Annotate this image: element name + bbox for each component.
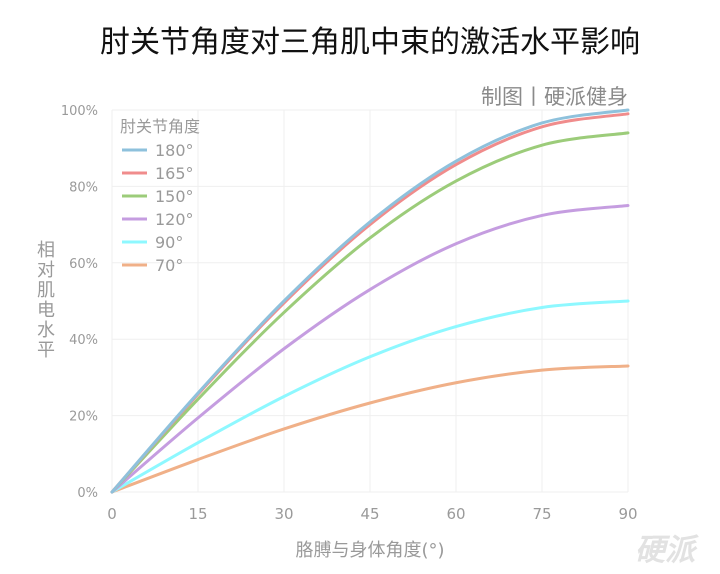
legend-label: 180° xyxy=(155,141,194,160)
y-axis-ticks: 0% 20% 40% 60% 80% 100% xyxy=(61,104,98,501)
x-tick-label: 45 xyxy=(360,505,379,523)
chart-credit: 制图丨硬派健身 xyxy=(481,85,628,109)
legend: 肘关节角度 180° 165° 150° 120° 90° 70° xyxy=(120,117,200,275)
x-tick-label: 60 xyxy=(446,505,465,523)
legend-label: 120° xyxy=(155,210,194,229)
x-tick-label: 0 xyxy=(107,505,117,523)
y-tick-label: 20% xyxy=(69,410,98,425)
chart-title: 肘关节角度对三角肌中束的激活水平影响 xyxy=(100,25,640,60)
series-line xyxy=(110,299,630,494)
x-tick-label: 75 xyxy=(532,505,551,523)
x-tick-label: 15 xyxy=(188,505,207,523)
x-axis-label: 胳膊与身体角度(°) xyxy=(295,540,444,561)
series-line xyxy=(110,364,630,494)
series-line xyxy=(110,204,630,494)
series-lines xyxy=(110,108,630,494)
legend-label: 90° xyxy=(155,233,183,252)
legend-label: 165° xyxy=(155,164,194,183)
y-tick-label: 60% xyxy=(69,257,98,272)
y-tick-label: 100% xyxy=(61,104,98,119)
series-line xyxy=(110,131,630,494)
legend-title: 肘关节角度 xyxy=(120,117,200,136)
y-tick-label: 40% xyxy=(69,333,98,348)
legend-label: 150° xyxy=(155,187,194,206)
y-tick-label: 0% xyxy=(77,486,98,501)
x-tick-label: 90 xyxy=(618,505,637,523)
x-axis-ticks: 0 15 30 45 60 75 90 xyxy=(107,505,637,523)
series-line xyxy=(110,108,630,494)
y-tick-label: 80% xyxy=(69,180,98,195)
x-tick-label: 30 xyxy=(274,505,293,523)
watermark-logo: 硬派 xyxy=(635,533,699,568)
legend-label: 70° xyxy=(155,256,183,275)
y-axis-label: 相对肌电水平 xyxy=(37,240,55,361)
